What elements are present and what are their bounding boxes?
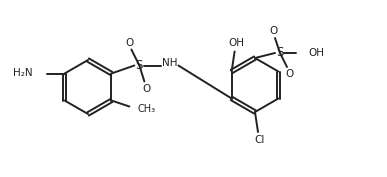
- Text: CH₃: CH₃: [137, 104, 156, 113]
- Text: OH: OH: [308, 48, 324, 58]
- Text: OH: OH: [229, 39, 245, 48]
- Text: NH: NH: [162, 58, 177, 67]
- Text: S: S: [136, 59, 143, 72]
- Text: O: O: [125, 38, 134, 47]
- Text: O: O: [269, 26, 277, 36]
- Text: S: S: [276, 47, 284, 59]
- Text: Cl: Cl: [255, 135, 265, 145]
- Text: H₂N: H₂N: [13, 68, 33, 79]
- Text: O: O: [142, 84, 151, 93]
- Text: O: O: [285, 69, 293, 79]
